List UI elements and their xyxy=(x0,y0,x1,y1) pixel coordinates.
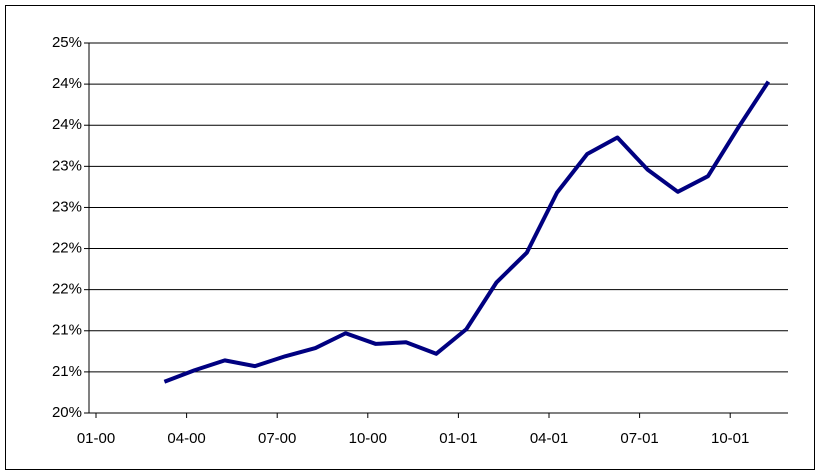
x-tick-label: 07-01 xyxy=(620,430,658,447)
series-line xyxy=(163,80,771,384)
chart-frame xyxy=(5,5,815,470)
y-tick-label: 24% xyxy=(52,75,82,92)
x-tick-label: 01-01 xyxy=(439,430,477,447)
y-tick-label: 25% xyxy=(52,34,82,51)
x-tick-label: 10-01 xyxy=(711,430,749,447)
y-tick-label: 23% xyxy=(52,198,82,215)
x-tick-label: 04-00 xyxy=(167,430,205,447)
y-tick-label: 20% xyxy=(52,404,82,421)
y-tick-label: 24% xyxy=(52,116,82,133)
y-tick-label: 21% xyxy=(52,363,82,380)
x-tick-label: 01-00 xyxy=(77,430,115,447)
x-tick-label: 07-00 xyxy=(258,430,296,447)
y-tick-label: 22% xyxy=(52,240,82,257)
y-tick-label: 23% xyxy=(52,157,82,174)
x-tick-label: 04-01 xyxy=(530,430,568,447)
y-tick-label: 21% xyxy=(52,322,82,339)
x-tick-label: 10-00 xyxy=(349,430,387,447)
y-tick-label: 22% xyxy=(52,281,82,298)
